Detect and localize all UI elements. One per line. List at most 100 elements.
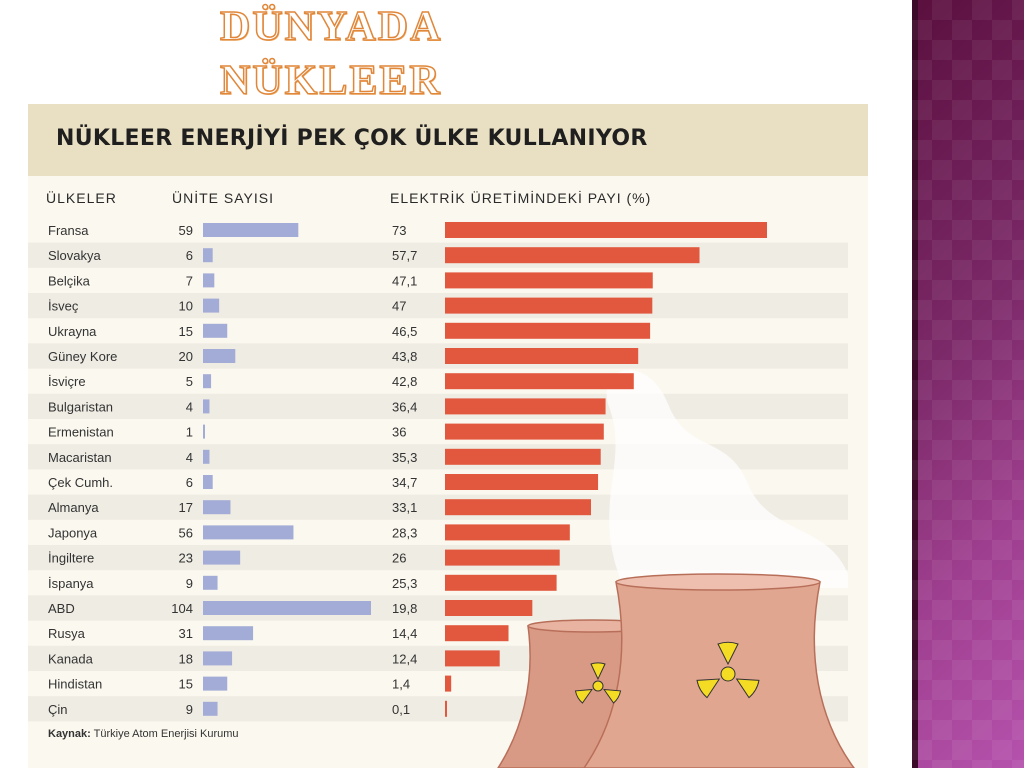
share-label: 47 [392,299,406,314]
unit-count-label: 17 [179,500,193,515]
share-label: 0,1 [392,702,410,717]
share-label: 26 [392,551,406,566]
share-bar [445,625,509,642]
share-label: 73 [392,223,406,238]
unit-count-label: 6 [186,248,193,263]
country-label: Almanya [48,500,99,515]
share-bar [445,348,639,364]
unit-count-label: 4 [186,399,193,414]
unit-count-label: 56 [179,525,193,540]
unit-count-bar [203,701,218,716]
country-label: Ukrayna [48,324,97,339]
radiation-symbol-large [696,641,760,699]
unit-count-bar [203,424,205,439]
country-label: Bulgaristan [48,399,113,414]
column-header-electricity-share: ELEKTRİK ÜRETİMİNDEKİ PAYI (%) [390,190,652,206]
row-stripe [28,242,848,268]
source-label: Kaynak: [48,728,91,740]
row-stripe [28,293,848,319]
nuclear-infographic: NÜKLEER ENERJİYİ PEK ÇOK ÜLKE KULLANIYOR… [28,104,868,768]
unit-count-label: 104 [171,601,193,616]
share-bar [445,272,653,289]
share-label: 46,5 [392,324,417,339]
slide-title-line-1: DÜNYADA [219,3,443,51]
share-bar [445,574,557,591]
country-label: Japonya [48,525,98,540]
steam-plume [606,370,848,588]
unit-count-bar [203,500,231,515]
share-label: 12,4 [392,651,417,666]
unit-count-bar [203,525,294,540]
share-label: 36,4 [392,399,417,414]
unit-count-bar [203,399,210,414]
share-bar [445,222,767,238]
share-label: 42,8 [392,374,417,389]
unit-count-bar [203,449,210,464]
unit-count-bar [203,223,299,237]
unit-count-bar [203,550,241,565]
unit-count-label: 31 [179,626,193,641]
row-stripe [28,343,848,369]
unit-count-bar [203,626,254,641]
share-bar [445,423,604,440]
share-bar [445,247,700,264]
share-label: 57,7 [392,248,417,263]
country-label: Belçika [48,273,91,288]
unit-count-bar [203,601,371,615]
share-bar [445,373,634,390]
share-label: 14,4 [392,626,417,641]
unit-count-label: 20 [179,349,193,364]
slide-title: DÜNYADA NÜKLEER [219,0,443,108]
country-label: İsveç [48,299,79,314]
unit-count-bar [203,374,212,389]
share-bar [445,297,653,314]
share-label: 28,3 [392,525,417,540]
figure-header-band [28,104,868,176]
share-bar [445,448,601,465]
radiation-symbol-small [574,662,622,704]
decorative-side-band [912,0,1024,768]
unit-count-label: 9 [186,702,193,717]
share-label: 19,8 [392,601,417,616]
share-label: 33,1 [392,500,417,515]
cooling-tower-front-rim [615,573,821,591]
share-bar [445,499,592,516]
unit-count-bar [203,298,220,313]
share-bar [445,398,606,415]
unit-count-label: 7 [186,273,193,288]
unit-count-bar [203,349,236,363]
source-text: Türkiye Atom Enerjisi Kurumu [93,728,239,740]
share-bar [445,675,452,692]
share-label: 36 [392,425,406,440]
share-bar [445,650,500,667]
unit-count-label: 1 [186,425,193,440]
share-label: 1,4 [392,677,410,692]
column-header-unit-count: ÜNİTE SAYISI [172,190,274,206]
figure-title: NÜKLEER ENERJİYİ PEK ÇOK ÜLKE KULLANIYOR [56,126,648,151]
row-stripe [28,393,848,419]
share-bar [445,524,570,541]
source-note: Kaynak: Türkiye Atom Enerjisi Kurumu [48,728,239,740]
unit-count-label: 23 [179,551,193,566]
unit-count-bar [203,651,233,666]
unit-count-bar [203,676,228,691]
slide-title-line-2: NÜKLEER [219,57,442,105]
country-label: Güney Kore [48,349,117,364]
country-label: Macaristan [48,450,112,465]
share-label: 35,3 [392,450,417,465]
cooling-tower-front [583,575,855,768]
country-label: Hindistan [48,677,102,692]
country-label: Kanada [48,651,94,666]
country-label: Rusya [48,626,86,641]
share-bar [445,549,560,566]
unit-count-label: 15 [179,677,193,692]
unit-count-bar [203,273,215,288]
share-label: 34,7 [392,475,417,490]
share-bar [445,600,533,616]
unit-count-bar [203,248,213,263]
share-label: 43,8 [392,349,417,364]
unit-count-bar [203,323,228,338]
unit-count-label: 5 [186,374,193,389]
unit-count-label: 59 [179,223,193,238]
